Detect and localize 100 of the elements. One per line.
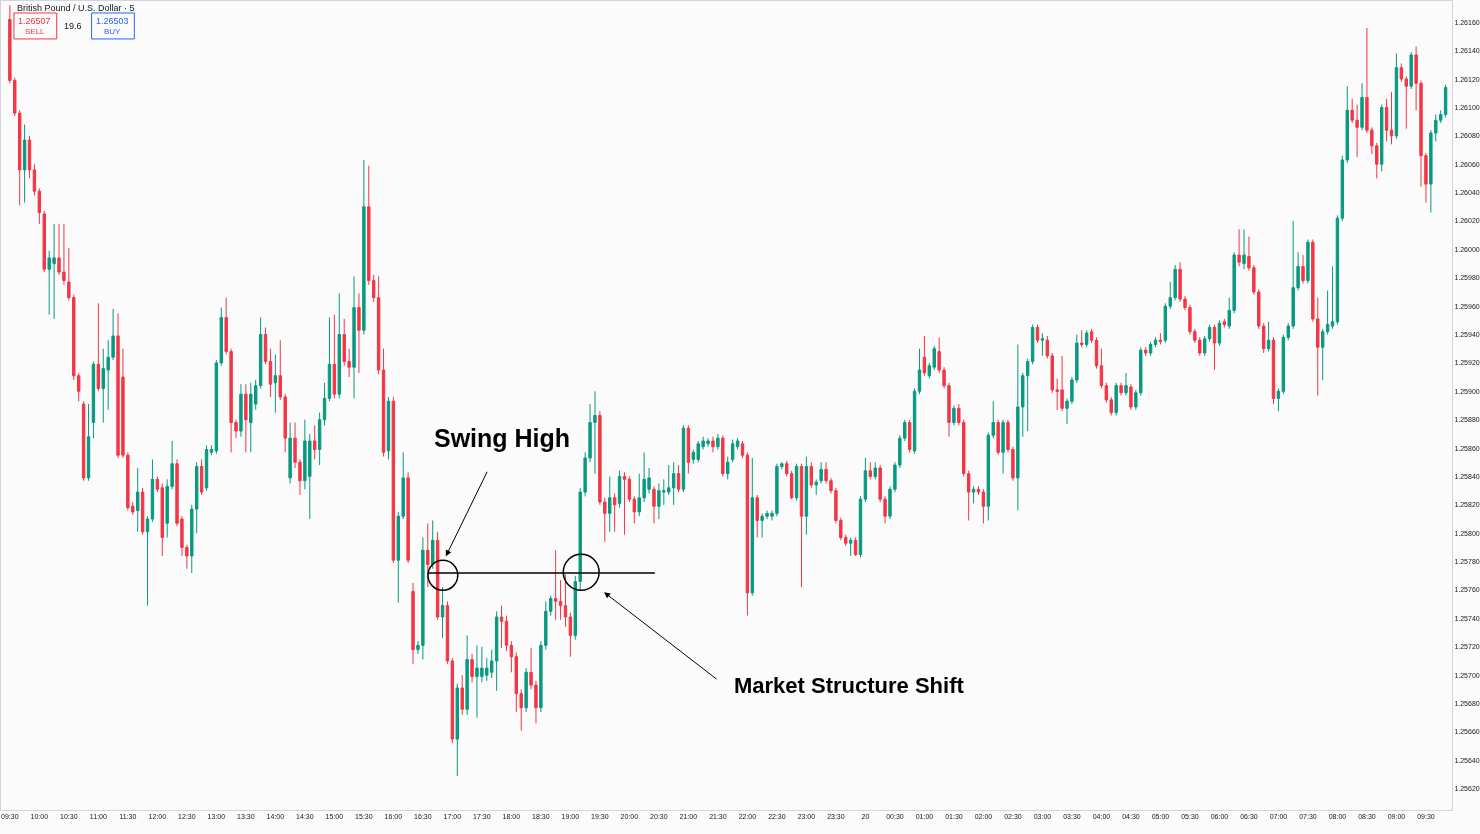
candlestick [1148, 341, 1153, 357]
annotation: BUY [104, 27, 122, 36]
candlestick [848, 536, 853, 557]
candlestick [1035, 324, 1040, 344]
candlestick [1306, 238, 1310, 284]
candlestick [426, 522, 430, 588]
candlestick [204, 444, 209, 492]
candlestick [1040, 332, 1045, 357]
candlestick [504, 615, 509, 652]
candlestick [460, 674, 464, 716]
annotation: SELL [25, 27, 46, 36]
candlestick [352, 275, 356, 399]
candlestick [917, 348, 922, 395]
candlestick [1301, 254, 1305, 284]
candlestick [1143, 346, 1148, 357]
annotation: 1.26507 [18, 16, 51, 26]
candlestick [22, 123, 27, 204]
candlestick [37, 187, 42, 225]
candlestick [42, 210, 46, 273]
candlestick [1360, 82, 1364, 131]
candlestick [1266, 321, 1271, 353]
annotation: 1.26503 [96, 16, 129, 26]
candlestick [455, 683, 459, 777]
candlestick [686, 424, 691, 475]
candlestick [1330, 265, 1335, 330]
candlestick [524, 667, 528, 713]
candlestick [863, 457, 868, 503]
candlestick [750, 457, 755, 597]
candlestick [431, 519, 435, 570]
candlestick [1409, 51, 1413, 90]
candlestick [730, 439, 735, 463]
candlestick [32, 163, 37, 196]
candlestick [91, 361, 96, 439]
candlestick [135, 467, 140, 533]
annotation: Market Structure Shift [734, 673, 965, 698]
candlestick [406, 471, 410, 564]
candlestick [809, 461, 814, 489]
candlestick [1217, 319, 1222, 347]
candlestick [740, 440, 745, 459]
candlestick [799, 463, 804, 588]
candlestick [952, 405, 956, 426]
candlestick [322, 382, 327, 426]
candlestick [976, 485, 981, 496]
candlestick [558, 579, 563, 621]
chart-title: British Pound / U.S. Dollar · 5 [17, 3, 135, 13]
candlestick [1089, 328, 1094, 344]
candlestick [922, 335, 927, 377]
candlestick [868, 461, 873, 480]
candlestick [96, 302, 101, 392]
candlestick [1124, 372, 1128, 397]
candlestick [140, 487, 145, 536]
candlestick [440, 586, 445, 639]
candlestick [1158, 332, 1163, 345]
candlestick [912, 387, 917, 455]
candlestick [873, 461, 877, 480]
candlestick [327, 317, 332, 402]
candlestick [907, 419, 912, 453]
candlestick [150, 458, 155, 523]
candlestick [745, 451, 750, 617]
candlestick [357, 292, 361, 374]
candlestick [1212, 324, 1217, 371]
candlestick [1129, 383, 1133, 411]
candlestick [263, 326, 268, 365]
candlestick [1084, 329, 1089, 348]
candlestick [1394, 53, 1399, 140]
candlestick [1153, 336, 1158, 348]
candlestick [239, 383, 243, 438]
candlestick [671, 461, 676, 506]
candlestick [145, 515, 150, 607]
annotation: Swing High [434, 424, 571, 452]
candlestick [465, 634, 469, 716]
candlestick [337, 292, 341, 399]
candlestick [563, 573, 568, 628]
candlestick [553, 549, 558, 621]
candlestick [755, 494, 759, 538]
candlestick [288, 422, 292, 485]
candlestick [411, 582, 415, 665]
candlestick [1379, 104, 1384, 172]
candlestick [499, 605, 504, 649]
candlestick [971, 485, 976, 504]
candlestick [1271, 336, 1276, 405]
candlestick [332, 314, 337, 399]
candlestick [612, 493, 617, 533]
candlestick [676, 464, 681, 493]
candlestick [996, 419, 1000, 456]
candlestick [853, 536, 858, 557]
candlestick [1114, 382, 1118, 416]
candlestick [470, 653, 474, 683]
candlestick [81, 400, 86, 482]
candlestick [199, 458, 204, 496]
candlestick [1389, 91, 1394, 145]
candlestick [1242, 229, 1246, 270]
candlestick [244, 383, 248, 453]
candlestick [1080, 329, 1084, 348]
candlestick [317, 412, 322, 466]
candlestick [652, 485, 656, 524]
candlestick [1222, 318, 1227, 328]
candlestick [814, 478, 818, 496]
candlestick [981, 488, 986, 524]
candlestick [819, 461, 823, 485]
